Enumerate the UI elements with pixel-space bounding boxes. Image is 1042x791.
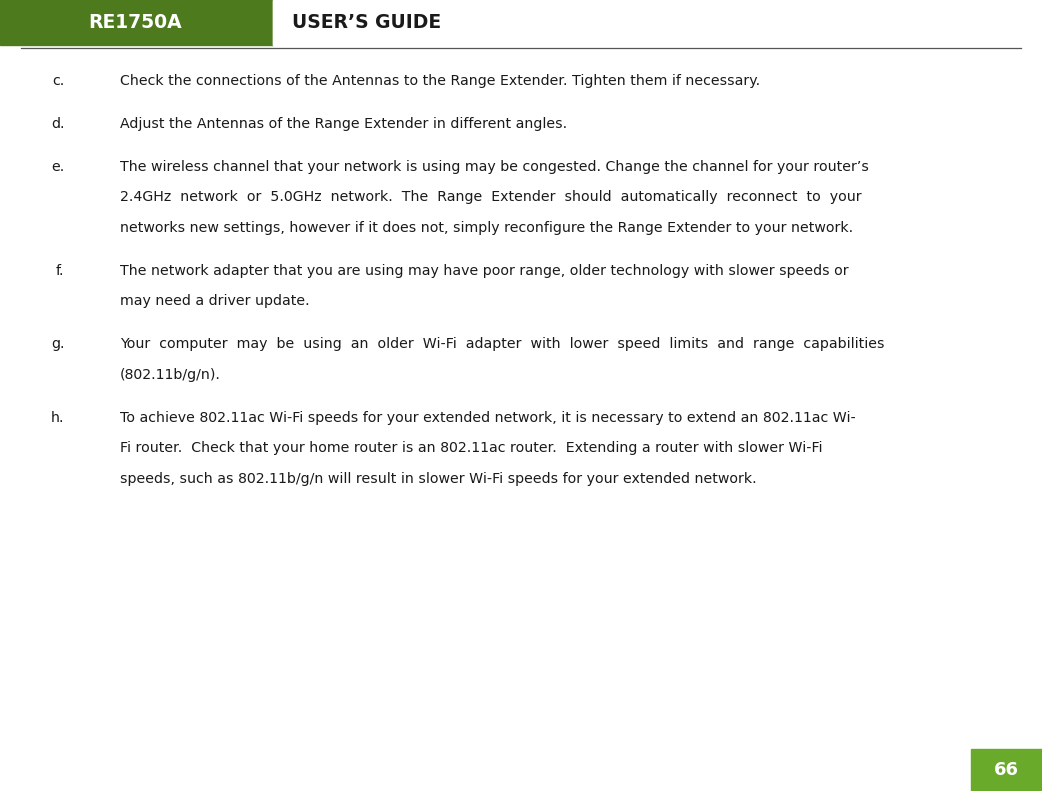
Text: USER’S GUIDE: USER’S GUIDE — [292, 13, 441, 32]
Bar — [0, 0, 273, 45]
Text: g.: g. — [51, 338, 65, 351]
Bar — [971, 749, 1042, 791]
Text: 66: 66 — [994, 761, 1019, 779]
Text: RE1750A: RE1750A — [89, 13, 182, 32]
Text: e.: e. — [51, 160, 65, 174]
Text: d.: d. — [51, 116, 65, 131]
Text: speeds, such as 802.11b/g/n will result in slower Wi-Fi speeds for your extended: speeds, such as 802.11b/g/n will result … — [120, 471, 756, 486]
Text: The network adapter that you are using may have poor range, older technology wit: The network adapter that you are using m… — [120, 264, 848, 278]
Text: c.: c. — [52, 74, 65, 88]
Text: f.: f. — [56, 264, 65, 278]
Text: Fi router.  Check that your home router is an 802.11ac router.  Extending a rout: Fi router. Check that your home router i… — [120, 441, 822, 456]
Text: The wireless channel that your network is using may be congested. Change the cha: The wireless channel that your network i… — [120, 160, 869, 174]
Text: To achieve 802.11ac Wi-Fi speeds for your extended network, it is necessary to e: To achieve 802.11ac Wi-Fi speeds for you… — [120, 411, 855, 425]
Text: Check the connections of the Antennas to the Range Extender. Tighten them if nec: Check the connections of the Antennas to… — [120, 74, 760, 88]
Text: h.: h. — [51, 411, 65, 425]
Text: networks new settings, however if it does not, simply reconfigure the Range Exte: networks new settings, however if it doe… — [120, 221, 853, 235]
Text: (802.11b/g/n).: (802.11b/g/n). — [120, 368, 221, 382]
Text: Adjust the Antennas of the Range Extender in different angles.: Adjust the Antennas of the Range Extende… — [120, 116, 567, 131]
Bar — [273, 0, 1042, 45]
Text: may need a driver update.: may need a driver update. — [120, 294, 309, 308]
Text: 2.4GHz  network  or  5.0GHz  network.  The  Range  Extender  should  automatical: 2.4GHz network or 5.0GHz network. The Ra… — [120, 190, 862, 204]
Text: Your  computer  may  be  using  an  older  Wi-Fi  adapter  with  lower  speed  l: Your computer may be using an older Wi-F… — [120, 338, 885, 351]
Bar — [273, 0, 277, 45]
